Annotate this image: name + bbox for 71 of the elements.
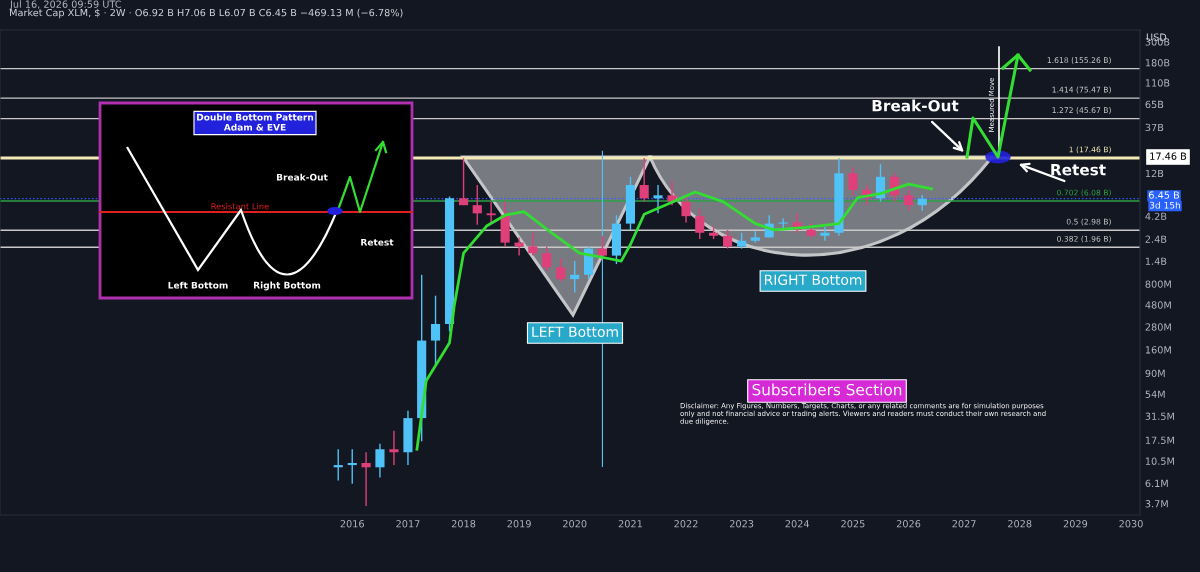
- x-tick-label: 2030: [1119, 520, 1143, 528]
- candlestick: [430, 294, 441, 366]
- candlestick: [375, 443, 385, 479]
- y-tick-label: 800M: [1145, 280, 1171, 288]
- candlestick: [723, 229, 733, 250]
- x-tick-label: 2018: [451, 520, 476, 528]
- text: 3d 15h: [1149, 201, 1181, 209]
- candlestick: [570, 260, 580, 294]
- y-tick-label: 180B: [1145, 59, 1170, 67]
- x-tick-label: 2019: [507, 520, 531, 528]
- x-tick-label: 2025: [841, 520, 865, 528]
- y-tick-label: 54M: [1145, 390, 1165, 398]
- y-tick-label: 65B: [1145, 100, 1164, 109]
- y-tick-label: 4.2B: [1145, 212, 1167, 220]
- text: Jul 16, 2026 09:59 UTC: [9, 0, 122, 10]
- x-tick-label: 2029: [1063, 520, 1088, 528]
- candlestick: [389, 430, 399, 466]
- y-tick-label: 480M: [1145, 301, 1171, 309]
- candlestick: [347, 448, 357, 485]
- y-tick-label: 17.5M: [1145, 436, 1174, 444]
- annotation: Break-Out: [276, 173, 328, 181]
- x-tick-label: 2028: [1008, 520, 1032, 528]
- x-tick-label: 2021: [618, 520, 642, 528]
- annotation: Double Bottom Pattern Adam & EVE: [197, 113, 314, 131]
- candlestick: [848, 166, 858, 196]
- candlestick: [542, 245, 552, 272]
- x-tick-label: 2022: [674, 520, 698, 528]
- x-tick-label: 2023: [729, 520, 754, 528]
- y-tick-label: 6.1M: [1145, 479, 1168, 488]
- y-tick-label: 31.5M: [1145, 412, 1174, 420]
- candlestick: [903, 189, 914, 212]
- candlestick: [695, 208, 705, 240]
- y-tick-label: 12B: [1145, 169, 1164, 177]
- annotation: Subscribers Section: [752, 383, 902, 396]
- y-tick-label: 1.4B: [1145, 257, 1167, 265]
- annotation: Resistant Line: [211, 202, 269, 210]
- candlestick: [681, 194, 691, 224]
- text: 17.46 B: [1150, 152, 1187, 160]
- candlestick: [653, 184, 663, 215]
- ref-line-label: 6.45 B: [1149, 191, 1180, 199]
- chart-title: Market Cap XLM, $ · 2W · O6.92 B H7.06 B L6.07 B C6.45 B −469.13 M (−6.78%): [10, 8, 403, 19]
- candlestick: [458, 157, 469, 206]
- y-tick-label: 2.4B: [1145, 235, 1167, 243]
- y-tick-label: 160M: [1145, 346, 1171, 354]
- x-tick-label: 2026: [896, 520, 921, 528]
- y-tick-label: 37B: [1145, 123, 1164, 132]
- x-tick-label: 2027: [952, 520, 976, 528]
- candlestick: [820, 226, 830, 242]
- candlestick: [639, 157, 649, 203]
- annotation: LEFT Bottom: [532, 326, 618, 338]
- annotation: Right Bottom: [253, 281, 321, 291]
- y-tick-label: 3.7M: [1145, 500, 1168, 508]
- candlestick: [556, 257, 566, 283]
- y-tick-label: 90M: [1145, 369, 1165, 378]
- annotation: Retest: [1051, 164, 1106, 176]
- x-tick-label: 2017: [396, 520, 420, 528]
- candlestick: [486, 200, 496, 224]
- annotation: RIGHT Bottom: [764, 274, 862, 286]
- y-tick-label: 10.5M: [1145, 457, 1174, 465]
- y-tick-label: 110B: [1145, 79, 1170, 87]
- candlestick: [528, 232, 538, 257]
- x-tick-label: 2016: [340, 520, 364, 528]
- annotation: Retest: [361, 238, 394, 246]
- candlestick: [472, 184, 482, 226]
- candlestick: [361, 451, 371, 507]
- x-tick-label: 2020: [563, 520, 587, 528]
- candlestick: [333, 448, 343, 482]
- x-tick-label: 2024: [785, 520, 810, 528]
- y-tick-label: 280M: [1145, 323, 1171, 331]
- annotation: Left Bottom: [168, 281, 228, 289]
- annotation: Break-Out: [872, 99, 959, 112]
